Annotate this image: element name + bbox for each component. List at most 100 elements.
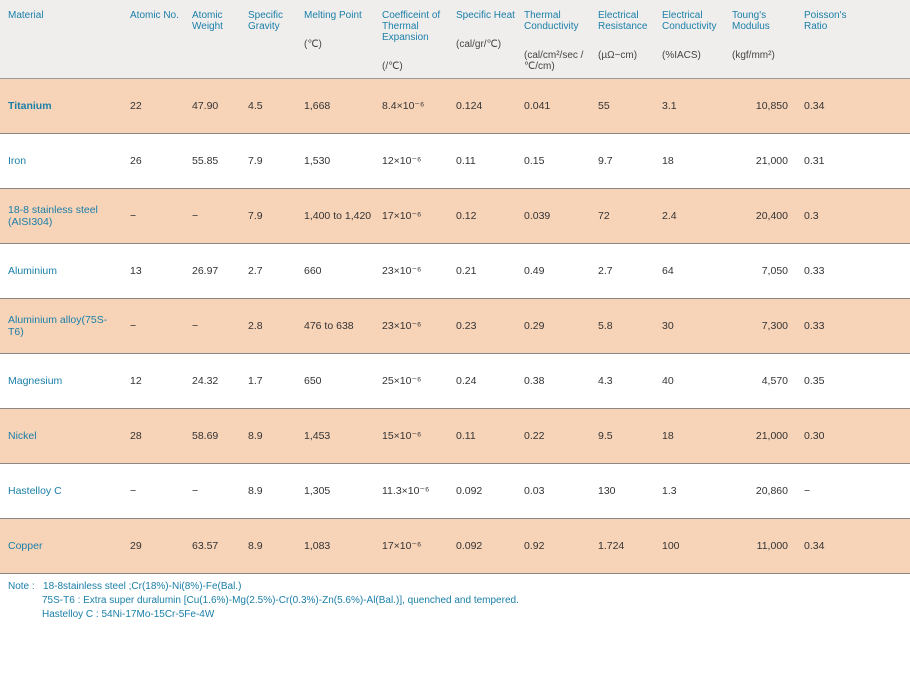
table-row: Magnesium1224.321.765025×10⁻⁶0.240.384.3…	[0, 354, 910, 409]
col-label: Electrical Conductivity	[662, 10, 724, 32]
table-header-row: Material Atomic No. Atomic Weight Specif…	[0, 0, 910, 79]
cell-youngs-modulus: 20,400	[728, 210, 800, 222]
cell-electrical-conductivity: 40	[658, 375, 728, 387]
cell-atomic-no: −	[126, 485, 188, 497]
cell-material: Iron	[0, 155, 126, 167]
col-unit: (µΩ−cm)	[598, 50, 654, 61]
col-youngs-modulus: Toung's Modulus (kgf/mm²)	[728, 10, 800, 72]
col-label: Material	[8, 10, 122, 21]
cell-electrical-resistance: 2.7	[594, 265, 658, 277]
cell-melting-point: 1,305	[300, 485, 378, 497]
col-atomic-weight: Atomic Weight	[188, 10, 244, 72]
cell-atomic-no: −	[126, 210, 188, 222]
cell-specific-gravity: 8.9	[244, 485, 300, 497]
cell-electrical-resistance: 72	[594, 210, 658, 222]
cell-melting-point: 1,400 to 1,420	[300, 210, 378, 222]
note-line-3: Hastelloy C : 54Ni-17Mo-15Cr-5Fe-4W	[8, 608, 910, 622]
cell-poissons-ratio: 0.34	[800, 100, 860, 112]
cell-atomic-weight: 63.57	[188, 540, 244, 552]
cell-thermal-conductivity: 0.041	[520, 100, 594, 112]
cell-electrical-resistance: 130	[594, 485, 658, 497]
cell-atomic-weight: 58.69	[188, 430, 244, 442]
col-label: Electrical Resistance	[598, 10, 654, 32]
cell-specific-gravity: 2.8	[244, 320, 300, 332]
cell-atomic-no: 13	[126, 265, 188, 277]
col-label: Specific Gravity	[248, 10, 296, 32]
cell-thermal-expansion: 17×10⁻⁶	[378, 210, 452, 222]
col-label: Coefficeint of Thermal Expansion	[382, 10, 448, 43]
cell-specific-heat: 0.23	[452, 320, 520, 332]
cell-electrical-conductivity: 100	[658, 540, 728, 552]
cell-specific-heat: 0.11	[452, 430, 520, 442]
col-specific-heat: Specific Heat (cal/gr/℃)	[452, 10, 520, 72]
cell-electrical-resistance: 9.5	[594, 430, 658, 442]
cell-specific-gravity: 7.9	[244, 155, 300, 167]
cell-thermal-conductivity: 0.29	[520, 320, 594, 332]
cell-specific-gravity: 8.9	[244, 540, 300, 552]
cell-electrical-resistance: 9.7	[594, 155, 658, 167]
cell-melting-point: 1,083	[300, 540, 378, 552]
cell-specific-gravity: 2.7	[244, 265, 300, 277]
note-line-2: 75S-T6 : Extra super duralumin [Cu(1.6%)…	[8, 594, 910, 608]
cell-electrical-conductivity: 64	[658, 265, 728, 277]
cell-poissons-ratio: 0.31	[800, 155, 860, 167]
col-label: Melting Point	[304, 10, 374, 21]
table-row: Nickel2858.698.91,45315×10⁻⁶0.110.229.51…	[0, 409, 910, 464]
cell-poissons-ratio: 0.3	[800, 210, 860, 222]
cell-thermal-conductivity: 0.039	[520, 210, 594, 222]
col-label: Specific Heat	[456, 10, 516, 21]
cell-youngs-modulus: 7,300	[728, 320, 800, 332]
cell-electrical-conductivity: 2.4	[658, 210, 728, 222]
cell-specific-gravity: 4.5	[244, 100, 300, 112]
cell-atomic-weight: −	[188, 485, 244, 497]
cell-thermal-conductivity: 0.15	[520, 155, 594, 167]
cell-material: Hastelloy C	[0, 485, 126, 497]
cell-atomic-no: 12	[126, 375, 188, 387]
col-thermal-expansion: Coefficeint of Thermal Expansion (/℃)	[378, 10, 452, 72]
cell-thermal-expansion: 23×10⁻⁶	[378, 320, 452, 332]
cell-thermal-conductivity: 0.03	[520, 485, 594, 497]
table-row: Aluminium alloy(75S-T6)−−2.8476 to 63823…	[0, 299, 910, 354]
cell-specific-gravity: 1.7	[244, 375, 300, 387]
col-unit: (cal/cm²/sec /℃/cm)	[524, 50, 590, 72]
col-specific-gravity: Specific Gravity	[244, 10, 300, 72]
cell-material: Nickel	[0, 430, 126, 442]
col-material: Material	[0, 10, 126, 72]
col-label: Atomic Weight	[192, 10, 240, 32]
cell-specific-heat: 0.092	[452, 485, 520, 497]
cell-melting-point: 650	[300, 375, 378, 387]
cell-material: Titanium	[0, 100, 126, 112]
cell-thermal-expansion: 23×10⁻⁶	[378, 265, 452, 277]
col-unit: (%IACS)	[662, 50, 724, 61]
cell-melting-point: 660	[300, 265, 378, 277]
cell-atomic-weight: 26.97	[188, 265, 244, 277]
cell-thermal-expansion: 17×10⁻⁶	[378, 540, 452, 552]
table-row: Iron2655.857.91,53012×10⁻⁶0.110.159.7182…	[0, 134, 910, 189]
table-body: Titanium2247.904.51,6688.4×10⁻⁶0.1240.04…	[0, 79, 910, 574]
cell-melting-point: 1,453	[300, 430, 378, 442]
cell-atomic-weight: 47.90	[188, 100, 244, 112]
cell-poissons-ratio: −	[800, 485, 860, 497]
footnotes: Note : 18-8stainless steel ;Cr(18%)-Ni(8…	[0, 574, 910, 622]
cell-youngs-modulus: 10,850	[728, 100, 800, 112]
cell-atomic-weight: −	[188, 210, 244, 222]
cell-material: Aluminium alloy(75S-T6)	[0, 314, 126, 338]
table-row: Aluminium1326.972.766023×10⁻⁶0.210.492.7…	[0, 244, 910, 299]
col-unit: (℃)	[304, 39, 374, 50]
cell-thermal-conductivity: 0.38	[520, 375, 594, 387]
col-unit: (kgf/mm²)	[732, 50, 796, 61]
cell-atomic-no: −	[126, 320, 188, 332]
cell-thermal-expansion: 11.3×10⁻⁶	[378, 485, 452, 497]
cell-electrical-conductivity: 30	[658, 320, 728, 332]
table-row: Hastelloy C−−8.91,30511.3×10⁻⁶0.0920.031…	[0, 464, 910, 519]
col-poissons-ratio: Poisson's Ratio	[800, 10, 860, 72]
cell-electrical-resistance: 4.3	[594, 375, 658, 387]
note-prefix: Note :	[8, 581, 35, 592]
cell-specific-heat: 0.24	[452, 375, 520, 387]
cell-youngs-modulus: 11,000	[728, 540, 800, 552]
col-electrical-conductivity: Electrical Conductivity (%IACS)	[658, 10, 728, 72]
col-electrical-resistance: Electrical Resistance (µΩ−cm)	[594, 10, 658, 72]
cell-specific-heat: 0.124	[452, 100, 520, 112]
cell-atomic-weight: −	[188, 320, 244, 332]
table-row: 18-8 stainless steel (AISI304)−−7.91,400…	[0, 189, 910, 244]
